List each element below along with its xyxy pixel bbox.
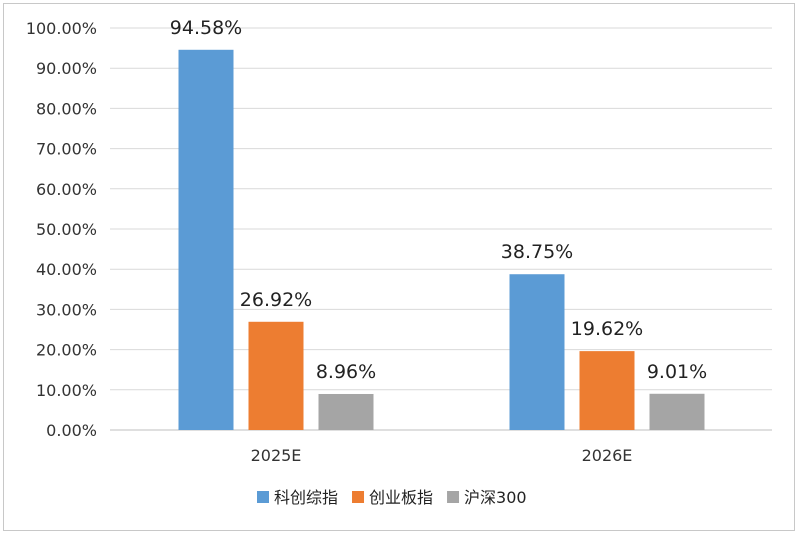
bar xyxy=(579,351,635,430)
legend-swatch xyxy=(352,491,365,503)
bar xyxy=(318,393,374,430)
bar xyxy=(509,274,565,430)
legend: 科创综指 创业板指 沪深300 xyxy=(257,488,527,507)
legend-entry: 科创综指 xyxy=(274,488,338,507)
x-axis: 2025E 2026E xyxy=(251,446,633,465)
y-tick-label: 50.00% xyxy=(36,220,97,239)
bar xyxy=(248,321,304,430)
legend-swatch xyxy=(257,491,269,503)
legend-entry: 沪深300 xyxy=(464,488,527,507)
y-axis: 0.00% 10.00% 20.00% 30.00% 40.00% 50.00% 60.00… xyxy=(26,19,97,440)
y-tick-label: 60.00% xyxy=(36,180,97,199)
data-label: 9.01% xyxy=(647,361,707,383)
data-label: 26.92% xyxy=(240,289,312,311)
y-tick-label: 100.00% xyxy=(26,19,97,38)
data-label: 8.96% xyxy=(316,361,376,383)
y-tick-label: 70.00% xyxy=(36,140,97,159)
y-tick-label: 20.00% xyxy=(36,341,97,360)
bar xyxy=(649,393,705,430)
y-tick-label: 0.00% xyxy=(46,421,97,440)
legend-entry: 创业板指 xyxy=(369,488,433,507)
chart-frame xyxy=(3,3,795,531)
data-labels: 94.58% 26.92% 8.96% 38.75% 19.62%9.01% xyxy=(170,17,707,383)
y-tick-label: 10.00% xyxy=(36,381,97,400)
bar xyxy=(178,49,234,431)
y-tick-label: 40.00% xyxy=(36,260,97,279)
data-label: 19.62% xyxy=(571,318,643,340)
data-label: 94.58% xyxy=(170,17,242,39)
legend-swatch xyxy=(447,491,460,503)
bars xyxy=(178,49,705,431)
x-category-label: 2026E xyxy=(582,446,633,465)
y-tick-label: 30.00% xyxy=(36,300,97,319)
x-category-label: 2025E xyxy=(251,446,302,465)
data-label: 38.75% xyxy=(501,241,573,263)
y-tick-label: 90.00% xyxy=(36,59,97,78)
y-tick-label: 80.00% xyxy=(36,99,97,118)
